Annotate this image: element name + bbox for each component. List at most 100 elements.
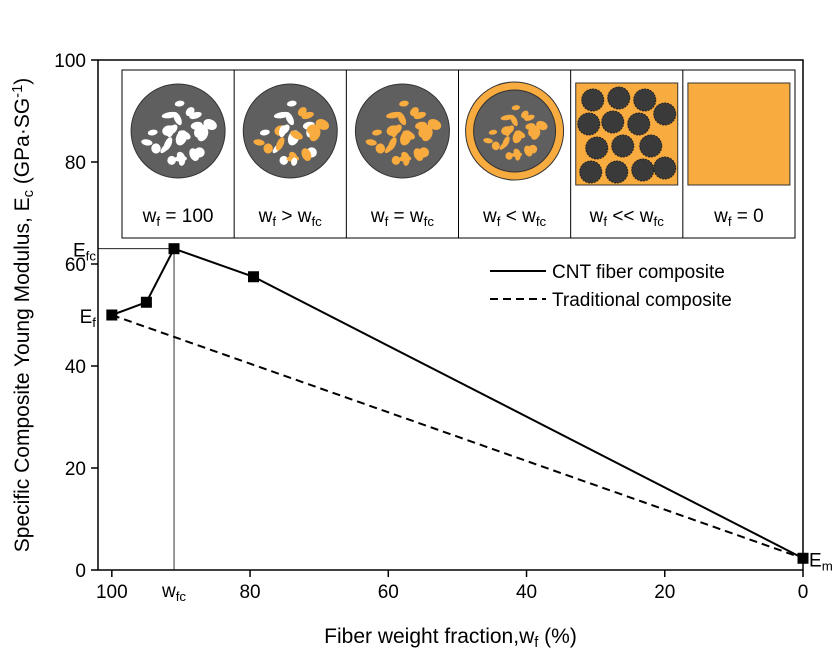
pore (259, 129, 270, 136)
pore (173, 112, 182, 126)
fiber (354, 83, 450, 179)
pore (163, 137, 173, 151)
pore (309, 127, 321, 142)
text-part: ) (11, 78, 34, 85)
x-tick-label: 20 (654, 582, 675, 603)
text-part: w (142, 206, 157, 227)
pore (297, 107, 307, 117)
x-tick-label: 80 (239, 582, 260, 603)
pore (365, 139, 377, 146)
text-part: w (589, 206, 604, 227)
fiber-bundle (601, 110, 625, 134)
pore (372, 129, 382, 136)
pore (279, 155, 289, 165)
text-part: = 0 (732, 206, 764, 227)
pore (189, 148, 200, 161)
subscript: f (156, 214, 160, 229)
pore (203, 119, 217, 131)
text-part: Specific Composite Young Modulus, E (11, 197, 34, 552)
text-part: E (809, 550, 822, 571)
pore (185, 107, 195, 117)
text-part: << w (607, 206, 654, 227)
pore (263, 143, 273, 154)
subscript: f (385, 214, 389, 229)
text-part: Fiber weight fraction,w (324, 625, 535, 648)
pore (391, 125, 399, 138)
inset-label: wf = 0 (713, 206, 764, 229)
fiber (130, 83, 226, 179)
pore (515, 153, 521, 161)
inset-label: wf < wfc (482, 206, 547, 229)
series-line (111, 314, 804, 560)
pore (483, 138, 493, 144)
pore (151, 143, 161, 154)
text-part: (%) (538, 625, 577, 648)
subscript: fc (536, 214, 547, 229)
x-tick-label: 100 (96, 582, 128, 603)
pore (502, 136, 510, 148)
fiber-bundle (631, 158, 655, 182)
pore (524, 145, 533, 157)
pore (402, 130, 415, 140)
x-tick-label: 40 (516, 582, 537, 603)
matrix-block (687, 82, 791, 186)
text-part: w (713, 206, 728, 227)
text-part: w (258, 206, 273, 227)
pore (505, 152, 513, 160)
text-part: E (73, 241, 86, 262)
text-part: = 100 (160, 206, 213, 227)
pore (505, 126, 511, 137)
pore (286, 100, 297, 107)
subscript: f (728, 214, 732, 229)
subscript: fc (86, 248, 97, 263)
pore (166, 125, 174, 138)
pore (421, 127, 433, 142)
fiber (242, 83, 338, 179)
pore (279, 125, 286, 138)
pore (174, 100, 185, 107)
pore (410, 107, 419, 117)
y-tick-label: 0 (75, 561, 86, 582)
subscript: fc (424, 214, 435, 229)
y-axis-title: Specific Composite Young Modulus, Ec (GP… (10, 78, 37, 552)
fiber-bundle (605, 160, 629, 184)
fiber-bundle (653, 102, 677, 126)
pore (510, 114, 518, 127)
annotation: Em (809, 550, 833, 573)
pore (403, 157, 410, 166)
text-part: > w (276, 206, 312, 227)
pore (399, 100, 409, 107)
pore (511, 105, 521, 111)
fiber-bundle (633, 88, 657, 112)
subscript: fc (176, 589, 187, 604)
y-tick-label: 40 (65, 357, 86, 378)
inset-label: wf = 100 (142, 206, 214, 229)
pore (291, 157, 298, 166)
inset-label: wf = wfc (370, 206, 435, 229)
pore (167, 155, 176, 165)
pore (391, 155, 401, 165)
pore (488, 129, 498, 135)
marker (248, 271, 260, 283)
subscript: fc (311, 214, 322, 229)
pore (147, 129, 158, 136)
subscript: f (497, 214, 501, 229)
x-axis-title: Fiber weight fraction,wf (%) (324, 625, 577, 651)
pore (427, 119, 442, 131)
y-tick-label: 80 (65, 153, 86, 174)
pore (397, 112, 407, 126)
fiber (473, 89, 557, 173)
legend-label: Traditional composite (552, 290, 732, 311)
x-tick-label: 60 (378, 582, 399, 603)
pore (521, 110, 529, 119)
annotation: Ef (80, 307, 97, 330)
pore (388, 137, 397, 151)
text-part: (GPa·SG (11, 98, 34, 190)
pore (178, 157, 186, 166)
fiber-bundle (627, 112, 651, 136)
superscript: -1 (10, 85, 26, 98)
text-part: E (80, 307, 93, 328)
fiber-bundle (639, 134, 663, 158)
text-part: w (482, 206, 497, 227)
